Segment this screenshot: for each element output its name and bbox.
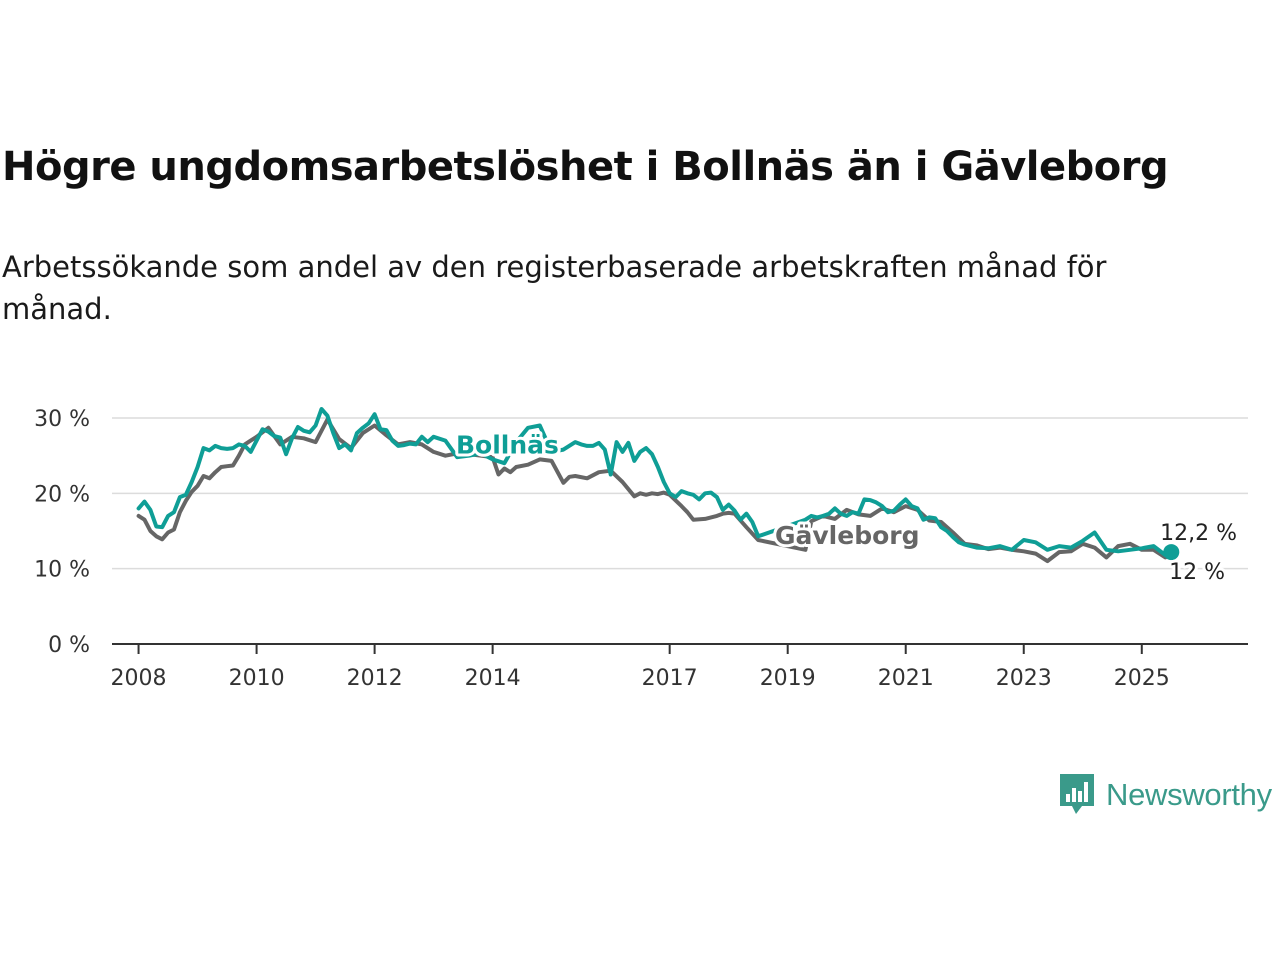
x-tick-label: 2010 bbox=[229, 666, 285, 691]
y-tick-label: 30 % bbox=[34, 407, 90, 432]
x-tick-label: 2023 bbox=[996, 666, 1052, 691]
x-tick-label: 2021 bbox=[878, 666, 934, 691]
bar-chart-bubble-icon bbox=[1060, 774, 1094, 814]
x-tick-label: 2019 bbox=[760, 666, 816, 691]
series-endpoint-dot bbox=[1163, 544, 1180, 561]
y-tick-label: 20 % bbox=[34, 482, 90, 507]
x-tick-label: 2017 bbox=[642, 666, 698, 691]
series-label-bollnas-halo: Bollnäs bbox=[456, 430, 559, 459]
end-value-label-halo: 12,2 % bbox=[1160, 521, 1237, 546]
y-tick-label: 10 % bbox=[34, 558, 90, 583]
y-axis-ticks: 0 % 10 % 20 % 30 % bbox=[34, 407, 90, 658]
chart-title: Högre ungdomsarbetslöshet i Bollnäs än i… bbox=[2, 144, 1169, 190]
series-line-gavleborg bbox=[136, 417, 1174, 564]
brand-name: Newsworthy bbox=[1106, 777, 1272, 812]
series-lines bbox=[136, 407, 1180, 564]
chart-subtitle: Arbetssökande som andel av den registerb… bbox=[2, 250, 1107, 326]
series-line-bollnas bbox=[136, 407, 1174, 558]
end-value-label: 12 % bbox=[1169, 560, 1225, 585]
series-label-gavleborg-halo: Gävleborg bbox=[775, 521, 920, 550]
newsworthy-logo: Newsworthy bbox=[1058, 772, 1272, 818]
line-chart: 0 % 10 % 20 % 30 % 2008 2010 2012 2014 2017 2019… bbox=[34, 407, 1248, 691]
series-label-bollnas: Bollnäs bbox=[456, 430, 559, 459]
x-tick-label: 2014 bbox=[465, 666, 521, 691]
end-value-label-halo: 12 % bbox=[1169, 560, 1225, 585]
x-axis: 2008 2010 2012 2014 2017 2019 2021 2023 2025 bbox=[111, 643, 1248, 691]
series-label-gavleborg: Gävleborg bbox=[775, 521, 920, 550]
end-value-label: 12,2 % bbox=[1160, 521, 1237, 546]
x-tick-label: 2012 bbox=[347, 666, 403, 691]
y-tick-label: 0 % bbox=[48, 633, 90, 658]
x-tick-label: 2008 bbox=[111, 666, 167, 691]
x-tick-label: 2025 bbox=[1114, 666, 1170, 691]
